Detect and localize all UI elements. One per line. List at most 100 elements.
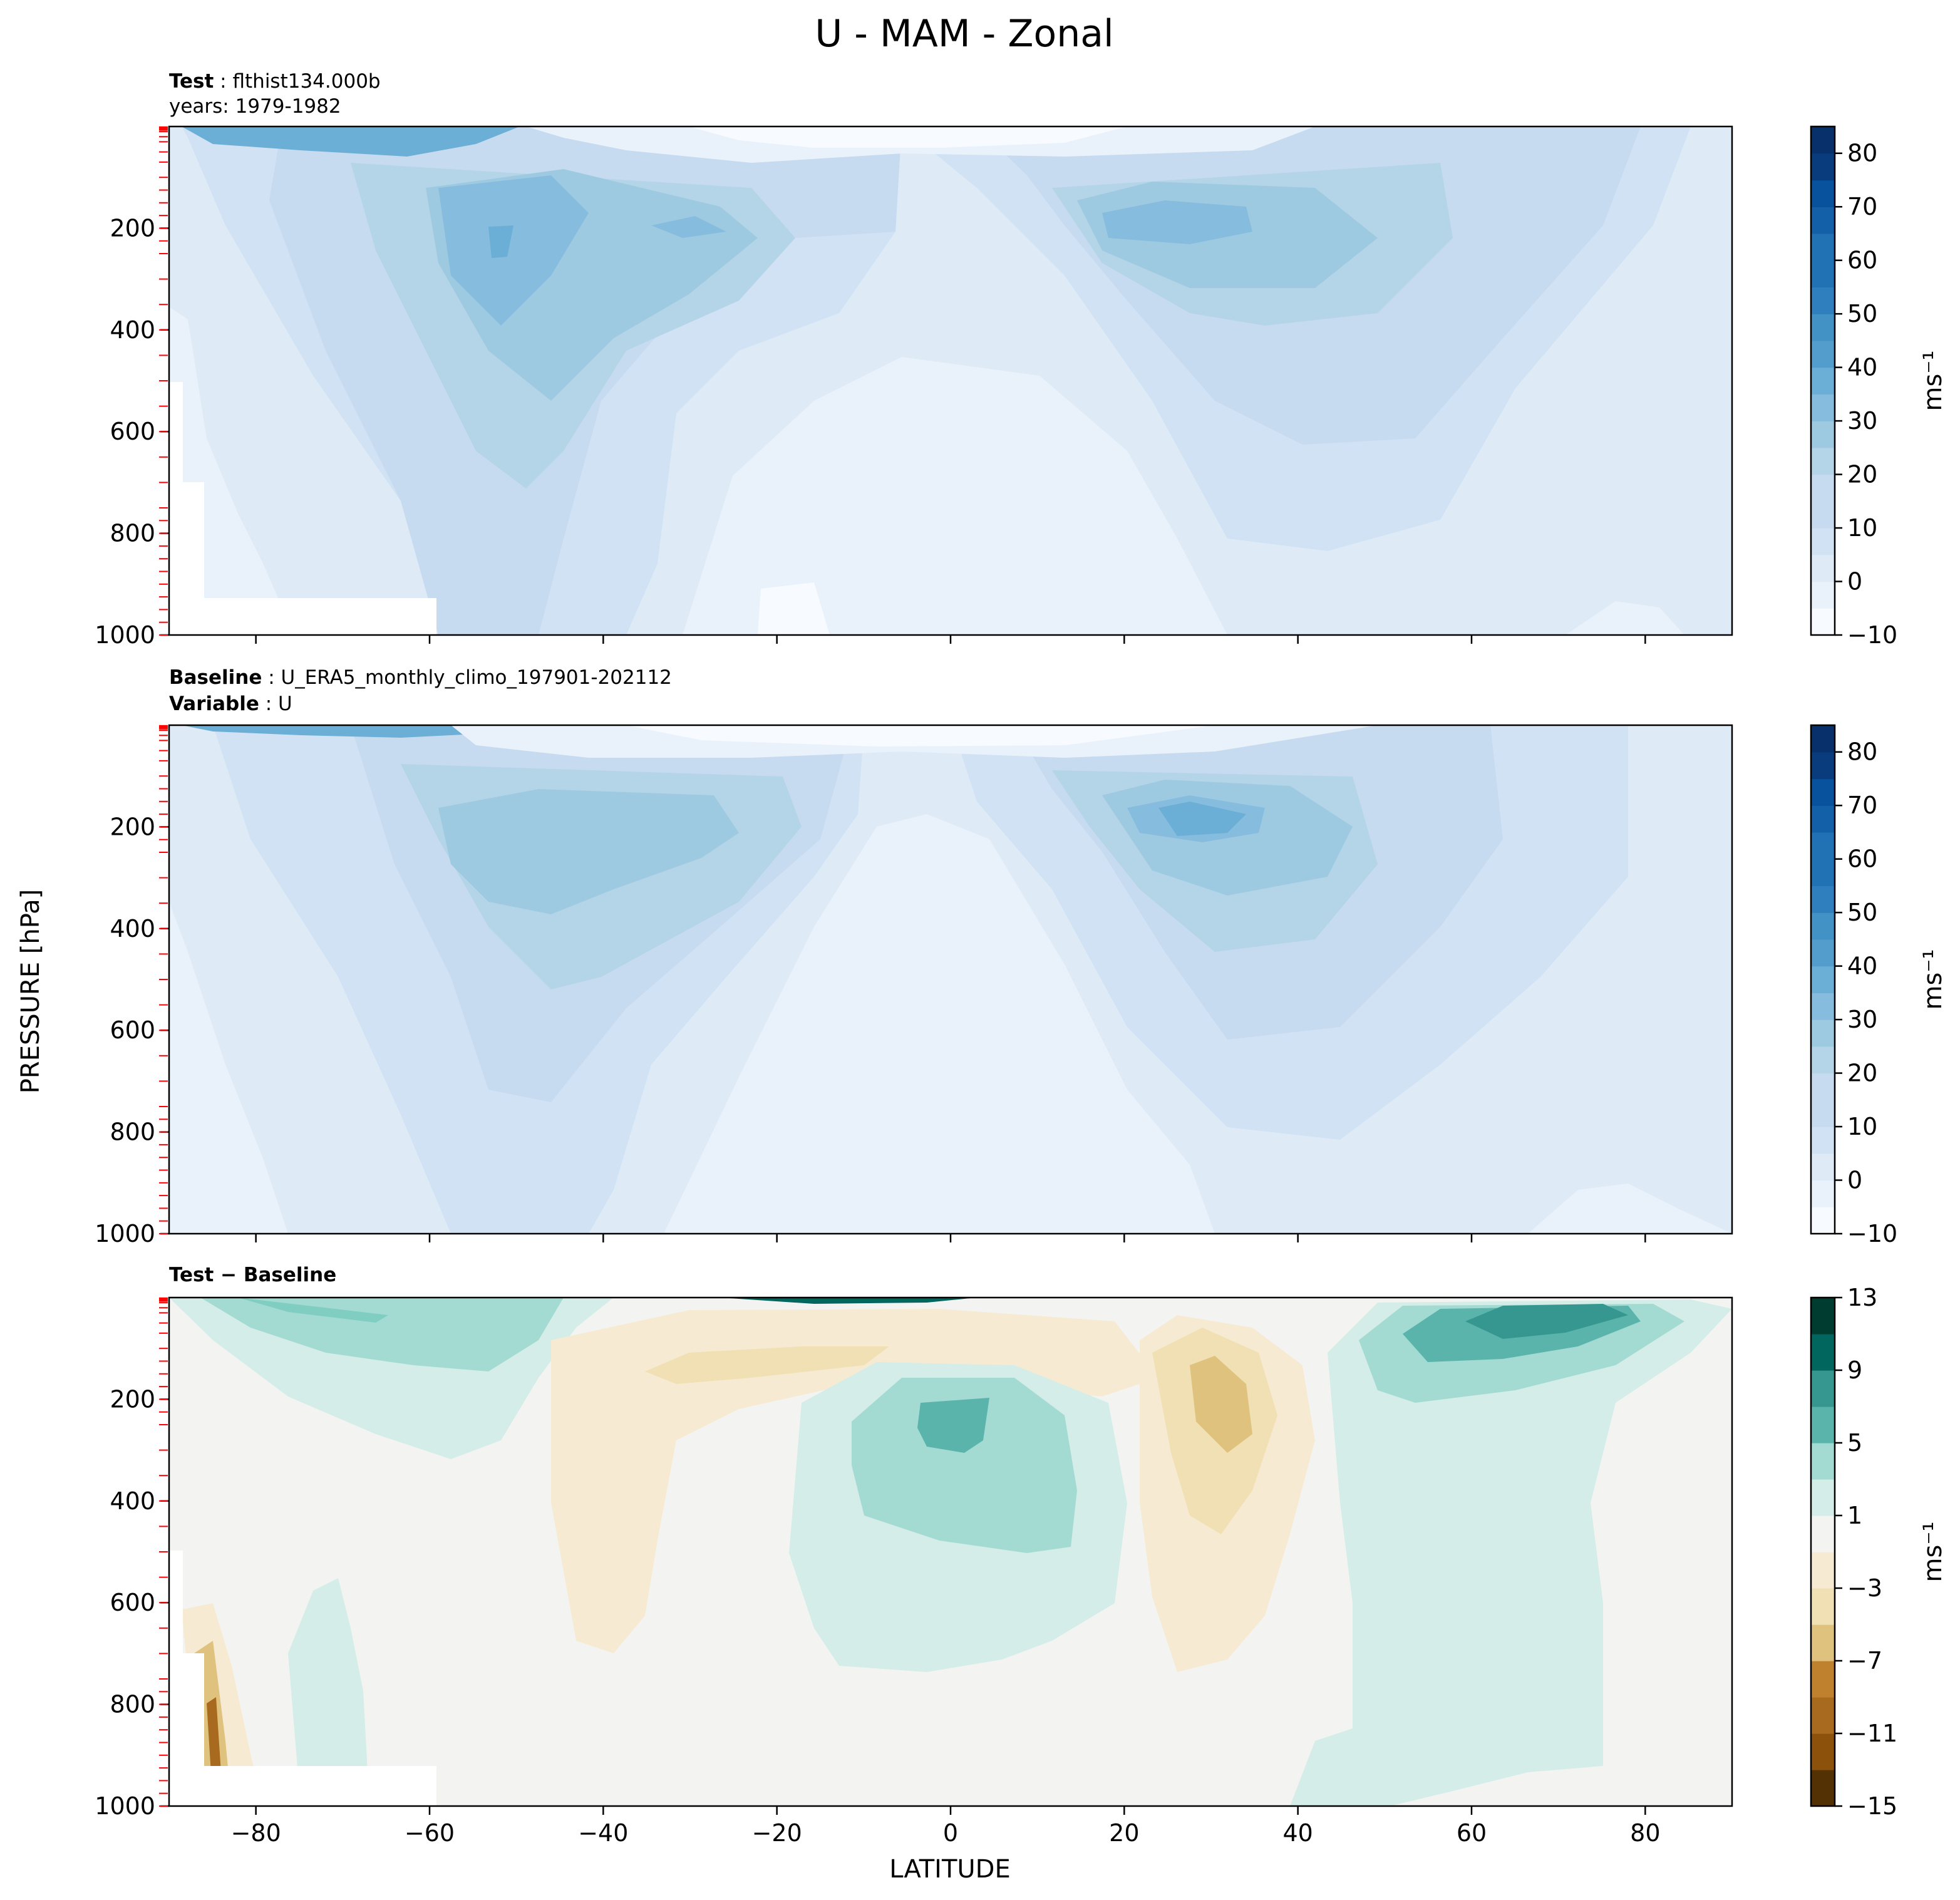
colorbar-tick-label: 40 <box>1847 354 1877 381</box>
panel-difference-neg-nh-sub-3 <box>1190 1356 1252 1453</box>
colorbar-swatch <box>1811 608 1835 636</box>
panel-baseline-contours <box>169 725 1732 1234</box>
panel-baseline-contour-40-nh <box>1158 802 1246 836</box>
colorbar-swatch <box>1811 554 1835 582</box>
x-tick-label: −40 <box>578 1819 628 1847</box>
colorbar-tick-label: 80 <box>1847 738 1877 766</box>
colorbar-tick-label: 50 <box>1847 899 1877 926</box>
panel-difference-label: Test − Baseline <box>169 1264 336 1286</box>
panel-test-contour-5-np <box>1565 601 1684 635</box>
colorbar-swatch <box>1811 885 1835 913</box>
colorbar-swatch <box>1811 394 1835 421</box>
colorbar-swatch <box>1811 751 1835 780</box>
colorbar-swatch <box>1811 314 1835 341</box>
panel-test-topography-mask3 <box>169 482 204 635</box>
panel-baseline-strat-jet <box>182 725 520 738</box>
colorbar-swatch <box>1811 367 1835 395</box>
colorbar-swatch <box>1811 859 1835 887</box>
colorbar-swatch <box>1811 528 1835 555</box>
panel-test-topography-mask <box>169 598 436 635</box>
colorbar-tick-label: −11 <box>1847 1720 1897 1747</box>
colorbar-tick-label: −7 <box>1847 1647 1882 1675</box>
colorbar-swatch <box>1811 1180 1835 1207</box>
panel-difference-pos-sh-strat-2 <box>200 1298 564 1371</box>
colorbar-swatch <box>1811 1207 1835 1234</box>
panel-difference-topography-mask3 <box>169 1653 204 1806</box>
panel-test-strat-jet <box>182 126 520 157</box>
colorbar-swatch <box>1811 1407 1835 1443</box>
colorbar-swatch <box>1811 1443 1835 1480</box>
colorbar-swatch <box>1811 1770 1835 1807</box>
colorbar-swatch <box>1811 501 1835 529</box>
colorbar-tick-label: 50 <box>1847 300 1877 328</box>
colorbar-swatch <box>1811 1298 1835 1335</box>
colorbar-tick-label: 0 <box>1847 1167 1862 1194</box>
panel-test: Test : flthist134.000b years: 1979-1982 <box>95 70 1947 649</box>
y-tick-label: 1000 <box>95 1792 155 1820</box>
x-tick-label: 20 <box>1109 1819 1139 1847</box>
panel-baseline-axes: 200 400 600 800 1000 <box>95 725 1646 1247</box>
x-tick-label: 0 <box>943 1819 958 1847</box>
panel-test-contour-5-tropics <box>683 357 1227 635</box>
colorbar-swatch <box>1811 1661 1835 1698</box>
y-tick-label: 800 <box>110 1118 155 1146</box>
colorbar-swatch <box>1811 1046 1835 1074</box>
colorbar-swatch <box>1811 1073 1835 1100</box>
panel-baseline-case: U_ERA5_monthly_climo_197901-202112 <box>281 666 672 689</box>
colorbar-tick-label: 10 <box>1847 514 1877 542</box>
colorbar-swatch <box>1811 126 1835 154</box>
colorbar-tick-label: 9 <box>1847 1356 1862 1384</box>
colorbar-swatch <box>1811 1479 1835 1516</box>
panel-test-contour-0-strat <box>689 126 1127 148</box>
panel-test-header-line1: Test : flthist134.000b <box>169 70 381 93</box>
panel-difference-contours <box>169 1298 1732 1806</box>
panel-test-contours <box>169 126 1732 635</box>
y-tick-label: 600 <box>110 1016 155 1044</box>
colorbar-swatch <box>1811 832 1835 860</box>
colorbar-swatch <box>1811 1515 1835 1552</box>
colorbar-tick-label: 1 <box>1847 1502 1862 1529</box>
colorbar-units-label: ms⁻¹ <box>1919 1522 1947 1582</box>
x-tick-label: −60 <box>405 1819 455 1847</box>
colorbar-swatch <box>1811 805 1835 833</box>
colorbar-tick-label: 30 <box>1847 407 1877 435</box>
colorbar-swatch <box>1811 778 1835 806</box>
colorbar-units-label: ms⁻¹ <box>1919 949 1947 1010</box>
colorbar-tick-label: −10 <box>1847 1220 1897 1247</box>
panel-baseline-header-line1: Baseline : U_ERA5_monthly_climo_197901-2… <box>169 666 672 689</box>
colorbar-tick-label: 70 <box>1847 792 1877 819</box>
colorbar-swatch <box>1811 421 1835 448</box>
x-tick-label: 80 <box>1630 1819 1660 1847</box>
x-tick-label: −80 <box>231 1819 281 1847</box>
panel-difference-axes: −80 −60 −40 −20 0 20 40 60 80 200 400 600 800 1000 <box>95 1297 1661 1847</box>
colorbar-swatch <box>1811 1334 1835 1371</box>
colorbar-tick-label: 13 <box>1847 1284 1877 1311</box>
colorbar-tick-label: −3 <box>1847 1574 1882 1602</box>
y-tick-label: 400 <box>110 1487 155 1515</box>
colorbar-units-label: ms⁻¹ <box>1919 351 1947 411</box>
y-tick-label: 400 <box>110 316 155 344</box>
y-tick-label: 1000 <box>95 621 155 649</box>
panel-baseline-label: Baseline <box>169 666 262 689</box>
colorbar-swatch <box>1811 474 1835 502</box>
colorbar-swatch <box>1811 1697 1835 1734</box>
panel-difference-pos-tropics-2 <box>852 1378 1077 1553</box>
colorbar-swatch <box>1811 1100 1835 1127</box>
panel-difference-pos-nh-hl <box>1290 1299 1732 1806</box>
panel-test-contour-35-nh <box>1102 200 1252 244</box>
panel-difference-pos-sh-strat-3 <box>238 1298 388 1323</box>
panel-test-label: Test <box>169 70 214 93</box>
colorbar-tick-label: 30 <box>1847 1006 1877 1033</box>
colorbar-swatch <box>1811 1733 1835 1770</box>
x-axis-label: LATITUDE <box>889 1855 1010 1884</box>
panel-difference-pos-equator-strat <box>720 1298 977 1304</box>
colorbar-swatch <box>1811 966 1835 993</box>
colorbar-tick-label: −10 <box>1847 621 1897 649</box>
colorbar-swatch <box>1811 939 1835 967</box>
panel-difference-topography-mask <box>169 1766 436 1806</box>
y-tick-label: 600 <box>110 418 155 445</box>
colorbar-swatch <box>1811 993 1835 1020</box>
x-tick-label: 40 <box>1282 1819 1313 1847</box>
panel-baseline-colorbar: −10 0 10 20 30 40 50 60 70 80 ms⁻¹ <box>1810 724 1947 1247</box>
colorbar-tick-label: 80 <box>1847 140 1877 167</box>
